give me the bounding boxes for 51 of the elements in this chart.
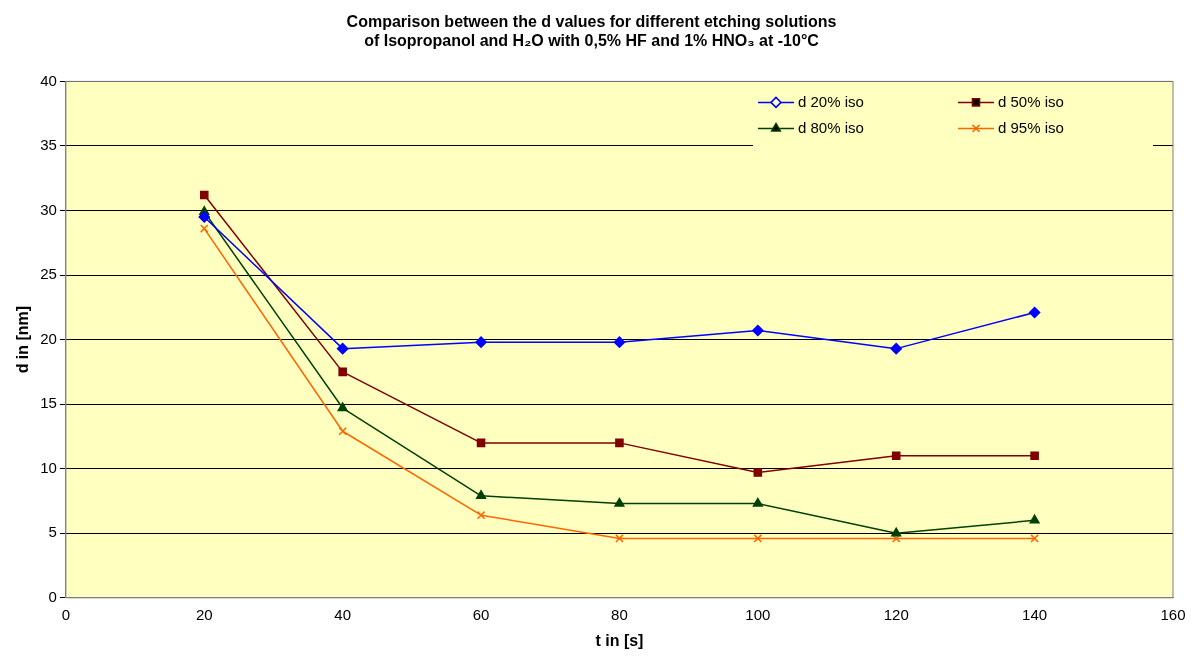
point bbox=[199, 190, 209, 200]
point bbox=[338, 426, 347, 436]
point bbox=[891, 451, 901, 461]
x-tick-label: 160 bbox=[1160, 605, 1186, 623]
point bbox=[752, 497, 763, 507]
legend-label: d 95% iso bbox=[998, 118, 1064, 136]
point bbox=[890, 342, 902, 355]
point bbox=[752, 324, 764, 337]
y-tick-label: 40 bbox=[40, 71, 57, 89]
y-tick-label: 0 bbox=[48, 587, 57, 605]
x-tick-label: 60 bbox=[472, 605, 490, 623]
point bbox=[1030, 534, 1039, 543]
y-tick-label: 5 bbox=[48, 523, 57, 541]
point bbox=[336, 342, 349, 355]
y-tick-label: 15 bbox=[40, 394, 57, 412]
y-tick-label: 20 bbox=[40, 329, 57, 347]
y-axis-title: d in [nm] bbox=[14, 305, 32, 374]
point bbox=[476, 510, 486, 520]
legend-label: d 50% iso bbox=[998, 92, 1064, 110]
point bbox=[753, 468, 763, 477]
x-tick-label: 80 bbox=[611, 605, 628, 623]
point bbox=[615, 438, 624, 448]
point bbox=[1030, 451, 1039, 461]
x-tick-label: 40 bbox=[334, 605, 352, 623]
legend-label: d 20% iso bbox=[798, 92, 864, 110]
point bbox=[476, 438, 486, 448]
x-axis-title: t in [s] bbox=[595, 631, 644, 649]
point bbox=[1028, 306, 1041, 319]
point bbox=[1029, 514, 1040, 524]
y-tick-label: 35 bbox=[40, 136, 57, 154]
x-tick-label: 20 bbox=[195, 605, 213, 623]
point bbox=[753, 534, 763, 543]
point bbox=[475, 490, 487, 500]
x-tick-label: 120 bbox=[883, 605, 909, 623]
point bbox=[337, 402, 348, 412]
point bbox=[199, 224, 209, 233]
point bbox=[475, 336, 487, 348]
x-tick-label: 100 bbox=[745, 605, 771, 623]
chart-title: Comparison between the d values for different etching solutions of Isopropanol and H₂O with 0,5% HF and 1% HNO₃ at -10°C bbox=[346, 13, 837, 50]
point bbox=[613, 336, 626, 348]
point bbox=[338, 367, 347, 377]
x-tick-label: 140 bbox=[1022, 605, 1048, 623]
x-tick-label: 0 bbox=[61, 605, 71, 623]
legend-label: d 80% iso bbox=[798, 118, 864, 136]
y-tick-label: 10 bbox=[40, 458, 57, 476]
point bbox=[891, 527, 902, 537]
y-tick-label: 25 bbox=[40, 265, 57, 283]
point bbox=[198, 211, 211, 223]
y-tick-label: 30 bbox=[40, 200, 57, 218]
point bbox=[614, 497, 625, 507]
point bbox=[615, 534, 624, 543]
